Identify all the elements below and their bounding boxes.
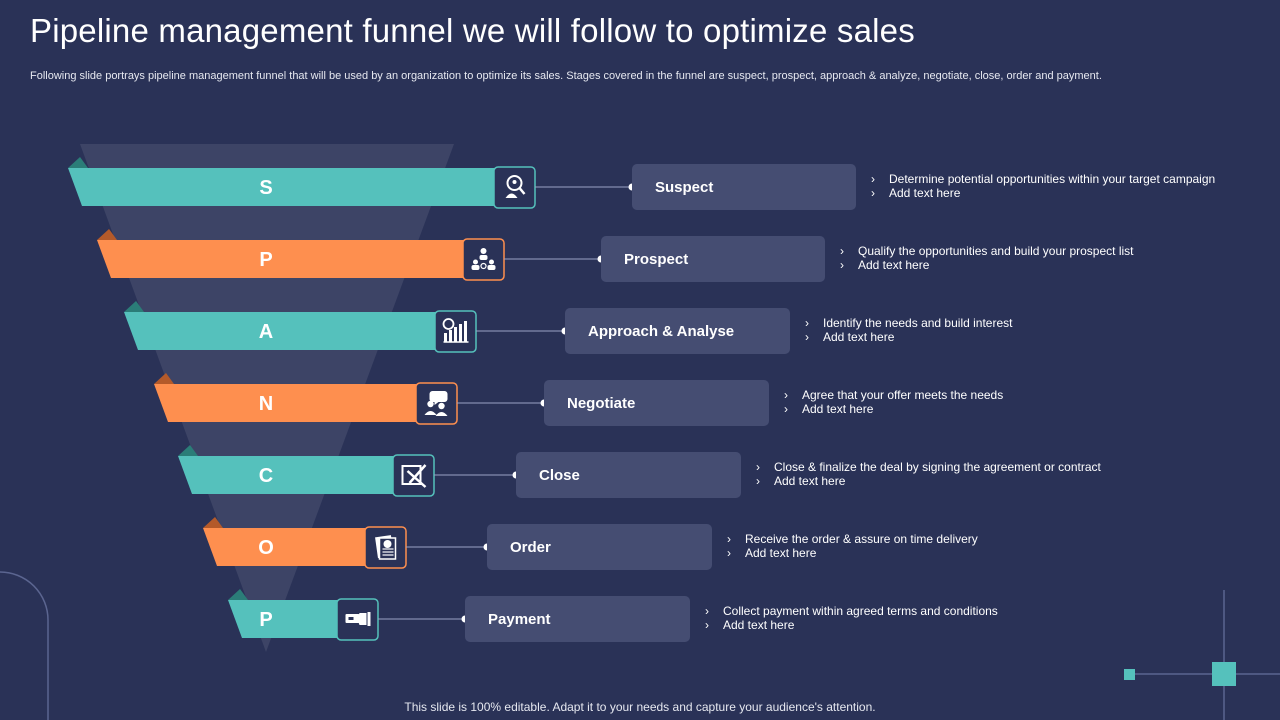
bullet-point: Add text here <box>805 330 1012 344</box>
discussion-icon <box>415 382 458 425</box>
stage-name: Order <box>510 539 551 556</box>
bullet-point: Add text here <box>871 186 1215 200</box>
stage-name-box <box>465 596 690 642</box>
bullet-point: Add text here <box>727 546 978 560</box>
band-fold <box>228 589 248 600</box>
stage-letter: P <box>259 609 272 631</box>
stage-name: Suspect <box>655 179 713 196</box>
stage-letter: C <box>259 465 273 487</box>
bullet-point: Collect payment within agreed terms and … <box>705 604 998 618</box>
stage-7: P Payment <box>228 589 690 642</box>
stage-letter: S <box>259 177 272 199</box>
stage-name: Approach & Analyse <box>588 323 734 340</box>
stage-band <box>154 384 420 422</box>
bullet-point: Qualify the opportunities and build your… <box>840 244 1134 258</box>
stage-bullets: Collect payment within agreed terms and … <box>705 604 998 632</box>
bullet-point: Add text here <box>784 402 1003 416</box>
band-fold <box>124 301 144 312</box>
stage-bullets: Determine potential opportunities within… <box>871 172 1215 200</box>
bullet-point: Add text here <box>756 474 1101 488</box>
band-fold <box>203 517 223 528</box>
decorative-corner-arc <box>0 571 49 720</box>
page-title: Pipeline management funnel we will follo… <box>30 12 915 49</box>
stage-band <box>68 168 498 206</box>
stage-1: S Suspect <box>68 157 856 210</box>
magnifier-person-icon <box>493 166 536 209</box>
stage-band <box>178 456 397 494</box>
stage-band <box>228 600 341 638</box>
bullet-point: Identify the needs and build interest <box>805 316 1012 330</box>
stage-name: Close <box>539 467 580 484</box>
stage-letter: P <box>259 249 272 271</box>
stage-bullets: Agree that your offer meets the needsAdd… <box>784 388 1003 416</box>
stage-band <box>97 240 467 278</box>
stage-letter: N <box>259 393 273 415</box>
stage-name-box <box>565 308 790 354</box>
order-document-icon <box>364 526 407 569</box>
stage-4: N Negotiate <box>154 373 769 426</box>
close-deal-icon <box>392 454 435 497</box>
payment-hand-icon <box>336 598 379 641</box>
stage-name-box <box>601 236 825 282</box>
bullet-point: Close & finalize the deal by signing the… <box>756 460 1101 474</box>
stage-name-box <box>516 452 741 498</box>
bullet-point: Add text here <box>705 618 998 632</box>
stage-3: A Approach & Analyse <box>124 301 790 354</box>
bullet-point: Determine potential opportunities within… <box>871 172 1215 186</box>
stage-name-box <box>487 524 712 570</box>
team-network-icon <box>462 238 505 281</box>
stage-name-box <box>544 380 769 426</box>
bullet-point: Add text here <box>840 258 1134 272</box>
stage-letter: A <box>259 321 273 343</box>
band-fold <box>154 373 174 384</box>
page-subtitle: Following slide portrays pipeline manage… <box>30 70 1102 82</box>
stage-6: O Order <box>203 517 712 570</box>
bullet-point: Agree that your offer meets the needs <box>784 388 1003 402</box>
stage-bullets: Identify the needs and build interestAdd… <box>805 316 1012 344</box>
stage-name-box <box>632 164 856 210</box>
stage-bullets: Close & finalize the deal by signing the… <box>756 460 1101 488</box>
analytics-icon <box>434 310 477 353</box>
stage-5: C Close <box>178 445 741 498</box>
stage-name: Payment <box>488 611 551 628</box>
footer-note: This slide is 100% editable. Adapt it to… <box>404 700 876 714</box>
bullet-point: Receive the order & assure on time deliv… <box>727 532 978 546</box>
stage-band <box>124 312 439 350</box>
stage-name: Negotiate <box>567 395 635 412</box>
stage-band <box>203 528 369 566</box>
band-fold <box>97 229 117 240</box>
stage-name: Prospect <box>624 251 688 268</box>
stage-bullets: Receive the order & assure on time deliv… <box>727 532 978 560</box>
stage-letter: O <box>258 537 274 559</box>
stage-2: P Prospect <box>97 229 825 282</box>
decorative-squares <box>1124 590 1280 720</box>
band-fold <box>68 157 88 168</box>
band-fold <box>178 445 198 456</box>
stage-bullets: Qualify the opportunities and build your… <box>840 244 1134 272</box>
